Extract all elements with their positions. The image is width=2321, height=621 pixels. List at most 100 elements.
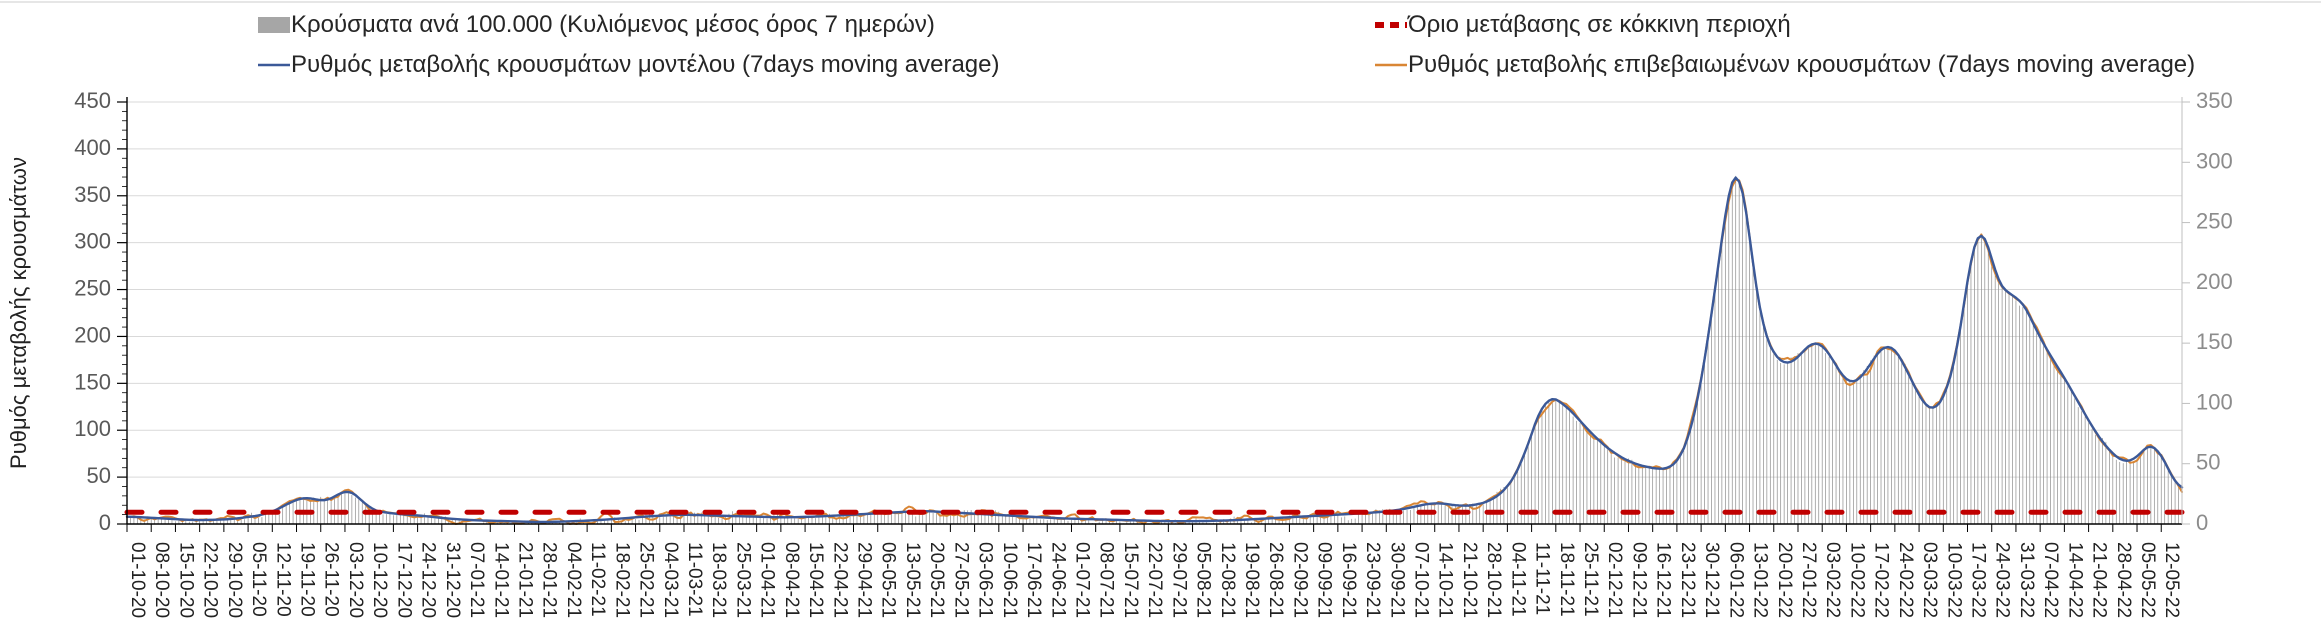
svg-text:29-10-20: 29-10-20 bbox=[224, 542, 245, 618]
svg-text:350: 350 bbox=[2196, 88, 2233, 113]
svg-text:21-04-22: 21-04-22 bbox=[2089, 542, 2110, 618]
svg-text:25-11-21: 25-11-21 bbox=[1580, 542, 1601, 617]
svg-text:27-05-21: 27-05-21 bbox=[950, 542, 971, 618]
svg-text:Κρούσματα ανά 100.000 (Κυλιόμε: Κρούσματα ανά 100.000 (Κυλιόμενος μέσος … bbox=[291, 11, 935, 38]
svg-text:30-12-21: 30-12-21 bbox=[1701, 542, 1722, 618]
svg-text:04-02-21: 04-02-21 bbox=[563, 542, 584, 618]
svg-text:300: 300 bbox=[2196, 148, 2233, 173]
svg-text:07-01-21: 07-01-21 bbox=[466, 542, 487, 618]
svg-text:10-12-20: 10-12-20 bbox=[369, 542, 390, 618]
svg-text:50: 50 bbox=[2196, 450, 2220, 475]
svg-text:03-12-20: 03-12-20 bbox=[345, 542, 366, 618]
svg-text:05-11-20: 05-11-20 bbox=[248, 542, 269, 617]
svg-text:01-07-21: 01-07-21 bbox=[1071, 542, 1092, 618]
svg-text:08-04-21: 08-04-21 bbox=[781, 542, 802, 618]
svg-text:12-08-21: 12-08-21 bbox=[1217, 542, 1238, 618]
svg-text:28-04-22: 28-04-22 bbox=[2113, 542, 2134, 618]
svg-text:29-07-21: 29-07-21 bbox=[1168, 542, 1189, 618]
svg-text:200: 200 bbox=[2196, 269, 2233, 294]
svg-text:Ρυθμός μεταβολής κρουσμάτων: Ρυθμός μεταβολής κρουσμάτων bbox=[6, 157, 31, 469]
svg-text:400: 400 bbox=[74, 135, 111, 160]
svg-text:250: 250 bbox=[74, 276, 111, 301]
svg-text:21-01-21: 21-01-21 bbox=[514, 542, 535, 618]
svg-text:Ρυθμός μεταβολής επιβεβαιωμένω: Ρυθμός μεταβολής επιβεβαιωμένων κρουσμάτ… bbox=[1408, 51, 2195, 78]
svg-text:150: 150 bbox=[74, 369, 111, 394]
svg-text:24-06-21: 24-06-21 bbox=[1047, 542, 1068, 618]
svg-text:11-11-21: 11-11-21 bbox=[1532, 542, 1553, 615]
svg-text:03-06-21: 03-06-21 bbox=[975, 542, 996, 618]
svg-text:19-11-20: 19-11-20 bbox=[297, 542, 318, 617]
svg-text:06-05-21: 06-05-21 bbox=[878, 542, 899, 618]
svg-text:02-09-21: 02-09-21 bbox=[1289, 542, 1310, 618]
svg-text:10-02-22: 10-02-22 bbox=[1846, 542, 1867, 618]
svg-text:50: 50 bbox=[87, 463, 111, 488]
svg-text:17-03-22: 17-03-22 bbox=[1968, 542, 1989, 618]
svg-text:Όριο μετάβασης σε κόκκινη περι: Όριο μετάβασης σε κόκκινη περιοχή bbox=[1407, 11, 1791, 38]
svg-text:09-12-21: 09-12-21 bbox=[1628, 542, 1649, 618]
svg-text:31-12-20: 31-12-20 bbox=[442, 542, 463, 618]
svg-text:20-05-21: 20-05-21 bbox=[926, 542, 947, 618]
svg-text:10-03-22: 10-03-22 bbox=[1943, 542, 1964, 618]
svg-text:04-03-21: 04-03-21 bbox=[660, 542, 681, 618]
svg-text:450: 450 bbox=[74, 88, 111, 113]
svg-text:07-10-21: 07-10-21 bbox=[1411, 542, 1432, 618]
svg-text:250: 250 bbox=[2196, 209, 2233, 234]
svg-text:09-09-21: 09-09-21 bbox=[1314, 542, 1335, 618]
svg-text:13-01-22: 13-01-22 bbox=[1750, 542, 1771, 618]
svg-text:0: 0 bbox=[99, 510, 111, 535]
svg-text:26-11-20: 26-11-20 bbox=[321, 542, 342, 617]
svg-text:20-01-22: 20-01-22 bbox=[1774, 542, 1795, 618]
svg-text:07-04-22: 07-04-22 bbox=[2040, 542, 2061, 618]
svg-text:12-05-22: 12-05-22 bbox=[2161, 542, 2182, 618]
svg-text:200: 200 bbox=[74, 322, 111, 347]
svg-text:14-10-21: 14-10-21 bbox=[1435, 542, 1456, 618]
svg-text:04-11-21: 04-11-21 bbox=[1507, 542, 1528, 617]
svg-text:28-10-21: 28-10-21 bbox=[1483, 542, 1504, 618]
svg-text:26-08-21: 26-08-21 bbox=[1265, 542, 1286, 618]
svg-text:18-11-21: 18-11-21 bbox=[1556, 542, 1577, 617]
svg-text:11-02-21: 11-02-21 bbox=[587, 542, 608, 617]
svg-text:18-02-21: 18-02-21 bbox=[611, 542, 632, 618]
svg-text:0: 0 bbox=[2196, 510, 2208, 535]
svg-text:25-03-21: 25-03-21 bbox=[732, 542, 753, 618]
svg-text:31-03-22: 31-03-22 bbox=[2016, 542, 2037, 618]
svg-text:100: 100 bbox=[2196, 389, 2233, 414]
svg-text:30-09-21: 30-09-21 bbox=[1386, 542, 1407, 618]
svg-text:02-12-21: 02-12-21 bbox=[1604, 542, 1625, 618]
svg-text:14-01-21: 14-01-21 bbox=[490, 542, 511, 618]
svg-text:05-08-21: 05-08-21 bbox=[1193, 542, 1214, 618]
svg-text:29-04-21: 29-04-21 bbox=[854, 542, 875, 618]
svg-text:16-12-21: 16-12-21 bbox=[1653, 542, 1674, 618]
svg-text:27-01-22: 27-01-22 bbox=[1798, 542, 1819, 618]
svg-text:22-10-20: 22-10-20 bbox=[200, 542, 221, 618]
svg-text:10-06-21: 10-06-21 bbox=[999, 542, 1020, 618]
svg-text:01-04-21: 01-04-21 bbox=[757, 542, 778, 618]
svg-text:05-05-22: 05-05-22 bbox=[2137, 542, 2158, 618]
svg-text:22-04-21: 22-04-21 bbox=[829, 542, 850, 618]
svg-text:12-11-20: 12-11-20 bbox=[272, 542, 293, 617]
svg-text:18-03-21: 18-03-21 bbox=[708, 542, 729, 618]
svg-text:16-09-21: 16-09-21 bbox=[1338, 542, 1359, 618]
svg-text:Ρυθμός μεταβολής κρουσμάτων μο: Ρυθμός μεταβολής κρουσμάτων μοντέλου (7d… bbox=[291, 51, 1000, 78]
svg-text:350: 350 bbox=[74, 182, 111, 207]
svg-text:17-06-21: 17-06-21 bbox=[1023, 542, 1044, 618]
svg-text:03-02-22: 03-02-22 bbox=[1822, 542, 1843, 618]
svg-text:150: 150 bbox=[2196, 329, 2233, 354]
svg-text:06-01-22: 06-01-22 bbox=[1725, 542, 1746, 618]
svg-text:23-09-21: 23-09-21 bbox=[1362, 542, 1383, 618]
svg-text:13-05-21: 13-05-21 bbox=[902, 542, 923, 618]
svg-text:15-07-21: 15-07-21 bbox=[1120, 542, 1141, 618]
svg-text:15-04-21: 15-04-21 bbox=[805, 542, 826, 618]
svg-text:15-10-20: 15-10-20 bbox=[175, 542, 196, 618]
svg-text:24-12-20: 24-12-20 bbox=[418, 542, 439, 618]
svg-text:22-07-21: 22-07-21 bbox=[1144, 542, 1165, 618]
svg-text:08-10-20: 08-10-20 bbox=[151, 542, 172, 618]
svg-text:100: 100 bbox=[74, 416, 111, 441]
svg-text:11-03-21: 11-03-21 bbox=[684, 542, 705, 617]
svg-text:17-02-22: 17-02-22 bbox=[1871, 542, 1892, 618]
svg-text:08-07-21: 08-07-21 bbox=[1096, 542, 1117, 618]
svg-text:19-08-21: 19-08-21 bbox=[1241, 542, 1262, 618]
svg-text:17-12-20: 17-12-20 bbox=[393, 542, 414, 618]
svg-text:300: 300 bbox=[74, 229, 111, 254]
svg-text:01-10-20: 01-10-20 bbox=[127, 542, 148, 618]
